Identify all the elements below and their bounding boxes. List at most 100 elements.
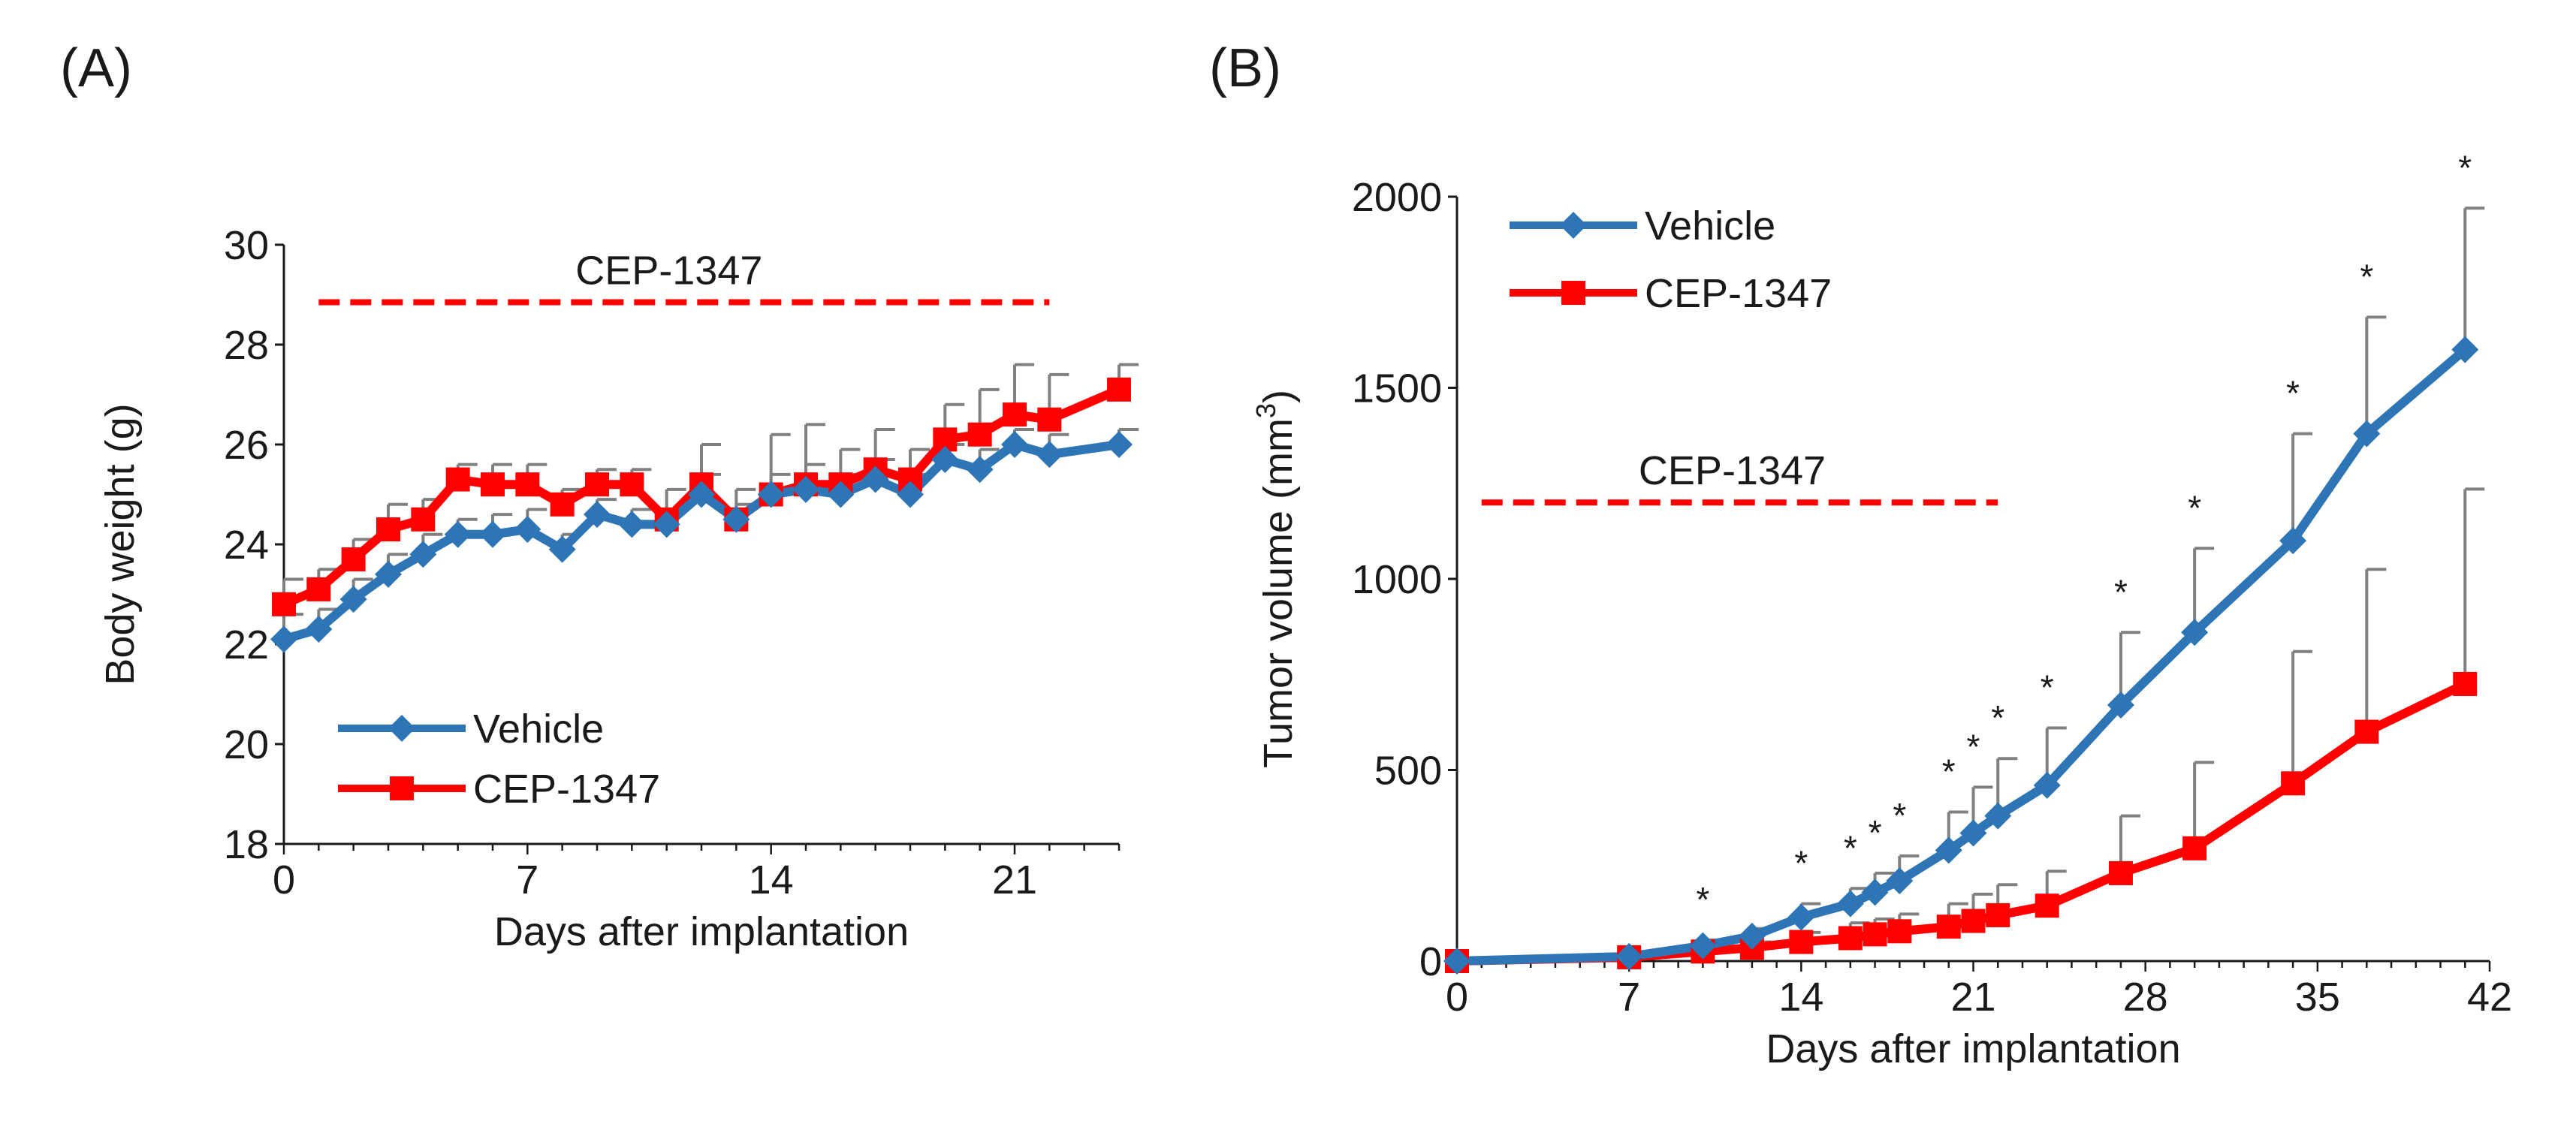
a-vehicle-point (931, 445, 959, 473)
a-vehicle-point (270, 625, 297, 653)
b-significance-star: * (1991, 698, 2004, 737)
panel-b-y-axis-title-superscript: 3 (1250, 403, 1281, 418)
b-significance-star: * (1893, 796, 1906, 835)
panel-b-axes: 0 500 1000 1500 2000 0 7 14 21 28 35 42 (1352, 175, 2512, 1020)
a-y-tick-label: 24 (224, 523, 269, 568)
b-vehicle-point (2107, 691, 2134, 719)
panel-b-legend-vehicle-label: Vehicle (1645, 203, 1775, 249)
a-vehicle-point (584, 501, 611, 529)
b-cep-point (1936, 915, 1961, 939)
b-cep-line (1456, 680, 2467, 966)
a-x-tick-label: 14 (749, 857, 794, 903)
b-significance-star: * (1794, 844, 1808, 883)
b-vehicle-point (2353, 420, 2381, 447)
panel-a-x-axis-title: Days after implantation (494, 909, 909, 954)
b-vehicle-line (1456, 346, 2469, 966)
a-cep-point (1037, 407, 1062, 432)
b-vehicle-point (2279, 527, 2307, 555)
a-vehicle-point (653, 511, 680, 538)
panel-b-markers (1443, 336, 2479, 975)
b-x-tick-label: 35 (2295, 975, 2340, 1020)
b-significance-star: * (2360, 257, 2373, 296)
panel-a-legend-vehicle-marker (388, 715, 415, 742)
b-cep-point (2182, 836, 2207, 860)
a-x-tick-label: 0 (273, 857, 295, 903)
a-x-tick-label: 21 (992, 857, 1037, 903)
a-vehicle-point (792, 475, 819, 503)
a-y-tick-label: 28 (224, 323, 269, 368)
a-y-tick-label: 18 (224, 822, 269, 867)
a-y-tick-label: 20 (224, 722, 269, 767)
b-vehicle-point (1443, 948, 1470, 975)
b-vehicle-point (2451, 336, 2479, 363)
b-vehicle-point (1935, 836, 1962, 864)
panel-b-legend-cep-marker (1561, 281, 1585, 305)
a-cep-point (411, 507, 436, 532)
panel-b-x-axis-title: Days after implantation (1766, 1026, 2180, 1071)
b-y-tick-label: 2000 (1352, 175, 1442, 220)
a-cep-point (306, 577, 331, 601)
b-vehicle-point (1959, 819, 1987, 847)
a-cep-point (272, 592, 296, 616)
a-vehicle-point (409, 541, 437, 568)
a-vehicle-point (375, 560, 402, 588)
panel-b-error-bars (1627, 206, 2485, 957)
a-cep-point (550, 492, 575, 517)
b-significance-star: * (1819, 0, 1832, 8)
a-cep-point (585, 472, 609, 497)
panel-a-treatment-label: CEP-1347 (575, 248, 762, 293)
b-x-tick-label: 28 (2123, 975, 2168, 1020)
b-significance-star: * (2286, 374, 2300, 413)
b-x-tick-label: 21 (1950, 975, 1995, 1020)
a-y-tick-label: 26 (224, 423, 269, 468)
a-vehicle-point (1106, 431, 1133, 458)
a-vehicle-point (897, 481, 924, 508)
b-significance-star: * (1844, 828, 1857, 867)
a-vehicle-point (688, 481, 715, 508)
b-cep-point (2354, 719, 2379, 744)
b-significance-star: * (1967, 727, 1980, 766)
a-cep-point (620, 472, 644, 497)
a-vehicle-point (827, 481, 855, 508)
b-y-tick-label: 0 (1419, 939, 1442, 984)
b-x-tick-label: 42 (2467, 975, 2512, 1020)
panel-b-legend-vehicle-marker (1560, 212, 1587, 239)
b-y-tick-label: 1000 (1352, 557, 1442, 602)
panel-a-treatment-annotation: CEP-1347 (318, 248, 1050, 306)
panel-a-body-weight-chart: (A) 18 20 22 24 26 28 30 0 7 14 21 CEP-1347 Vehicl… (60, 38, 1139, 954)
panel-b-label: (B) (1209, 38, 1281, 98)
b-cep-point (1789, 930, 1814, 954)
panel-b-legend: Vehicle CEP-1347 (1510, 203, 1832, 316)
b-significance-star: * (1696, 880, 1709, 919)
b-y-tick-label: 1500 (1352, 366, 1442, 411)
b-x-tick-label: 14 (1778, 975, 1823, 1020)
b-cep-point (2108, 860, 2133, 885)
panel-b-y-axis-title-main: Tumor volume (mm (1256, 418, 1301, 768)
panel-b-legend-cep-label: CEP-1347 (1645, 271, 1832, 316)
panel-a-y-axis-title: Body weight (g) (98, 403, 143, 685)
b-vehicle-point (2033, 771, 2061, 799)
panel-b-treatment-label: CEP-1347 (1639, 448, 1826, 493)
a-vehicle-point (757, 481, 785, 508)
b-cep-point (1887, 919, 1912, 944)
panel-a-label: (A) (60, 38, 132, 98)
a-cep-point (481, 472, 505, 497)
b-x-tick-label: 7 (1618, 975, 1640, 1020)
panel-a-legend-vehicle-label: Vehicle (473, 707, 604, 752)
a-vehicle-point (722, 505, 750, 533)
panel-a-legend-cep-label: CEP-1347 (473, 767, 660, 812)
b-significance-star: * (2041, 668, 2054, 707)
a-y-tick-label: 22 (224, 622, 269, 667)
panel-a-legend: Vehicle CEP-1347 (338, 707, 660, 812)
a-vehicle-point (861, 466, 889, 493)
b-cep-point (1838, 926, 1863, 951)
b-x-tick-label: 0 (1446, 975, 1468, 1020)
b-significance-star: * (1869, 813, 1882, 852)
b-vehicle-point (1615, 942, 1643, 970)
a-cep-point (341, 547, 366, 571)
a-vehicle-point (339, 586, 367, 613)
b-vehicle-point (1787, 903, 1815, 931)
panel-b-y-axis-title: Tumor volume (mm3) (1250, 390, 1301, 768)
b-vehicle-point (1689, 932, 1717, 960)
